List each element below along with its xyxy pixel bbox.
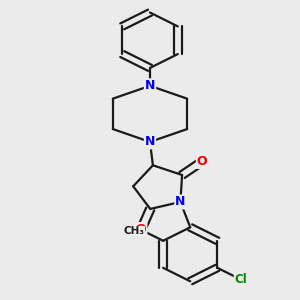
Text: O: O (136, 223, 146, 236)
Text: Cl: Cl (235, 273, 248, 286)
Text: N: N (145, 79, 155, 92)
Text: CH₃: CH₃ (124, 226, 145, 236)
Text: N: N (175, 195, 186, 208)
Text: N: N (145, 135, 155, 148)
Text: O: O (197, 155, 207, 168)
